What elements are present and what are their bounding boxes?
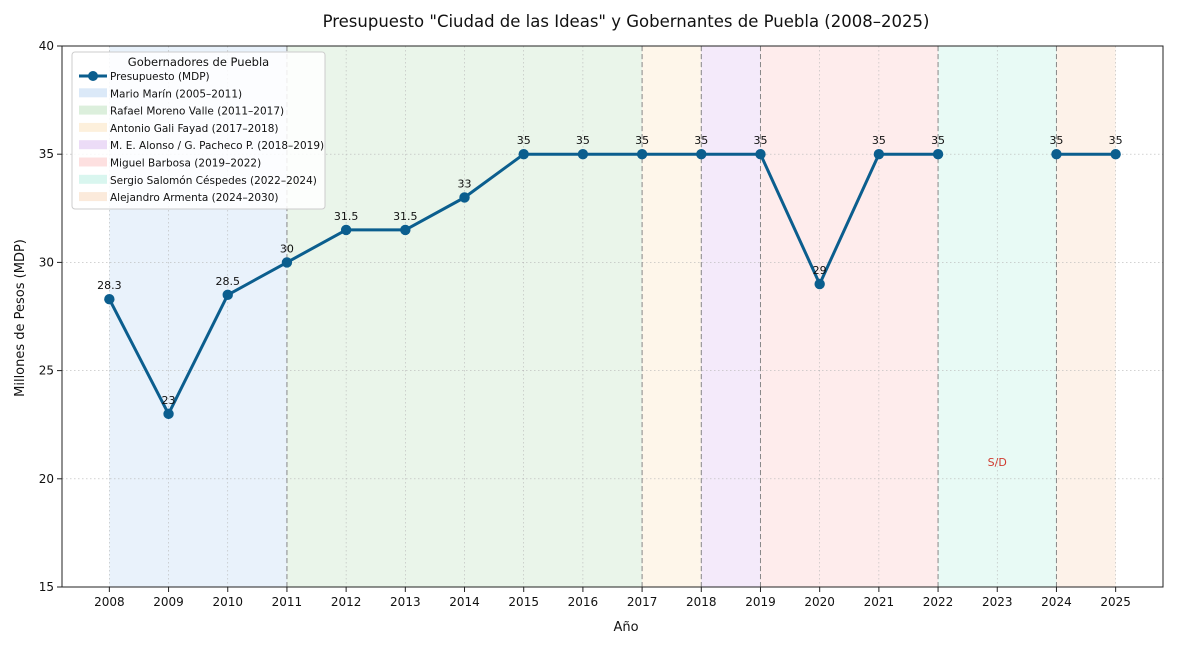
- governor-bands: [109, 46, 1116, 587]
- data-label: 29: [813, 264, 827, 277]
- data-point: [814, 278, 825, 290]
- data-point: [873, 149, 885, 160]
- data-label: 35: [753, 134, 767, 147]
- x-axis-ticks: 2008 2009 2010 2011 2012 2013 2014 2015 2016 2017…: [94, 587, 1131, 609]
- x-tick-label: 2025: [1100, 595, 1131, 609]
- legend-swatch: [79, 122, 107, 132]
- legend-entry-governor-3: Antonio Gali Fayad (2017–2018): [110, 123, 279, 135]
- data-point: [1110, 149, 1121, 160]
- data-point: [636, 149, 648, 160]
- plot-frame: [61, 45, 1164, 588]
- governor-band-7: [1056, 46, 1116, 587]
- data-label: 35: [694, 134, 708, 147]
- legend-box: [71, 51, 326, 210]
- data-label: 35: [1049, 134, 1063, 147]
- data-point: [400, 224, 411, 236]
- legend-swatch: [79, 174, 107, 184]
- data-point: [1051, 149, 1062, 160]
- data-point: [340, 224, 352, 236]
- y-tick-label: 15: [39, 580, 54, 594]
- data-point: [163, 408, 174, 420]
- legend: Gobernadores de Puebla Presupuesto (MDP) M…: [71, 51, 326, 210]
- legend-swatch: [79, 88, 107, 98]
- y-axis-label: Millones de Pesos (MDP): [13, 239, 28, 397]
- data-label: 35: [931, 134, 945, 147]
- data-label: 31.5: [393, 210, 418, 223]
- data-label: 35: [517, 134, 531, 147]
- y-tick-label: 40: [39, 39, 54, 53]
- x-tick-label: 2018: [686, 595, 717, 609]
- x-tick-label: 2009: [153, 595, 184, 609]
- data-point: [459, 192, 470, 203]
- x-tick-label: 2008: [94, 595, 125, 609]
- data-label: 28.5: [215, 275, 240, 288]
- x-tick-label: 2014: [449, 595, 480, 609]
- data-label: 35: [635, 134, 649, 147]
- data-point: [577, 149, 589, 160]
- legend-entry-governor-2: Rafael Moreno Valle (2011–2017): [110, 106, 284, 118]
- series-layer: [104, 149, 1121, 420]
- x-tick-label: 2012: [331, 595, 362, 609]
- annotation-sd: S/D: [988, 456, 1007, 469]
- chart-title: Presupuesto "Ciudad de las Ideas" y Gobe…: [323, 12, 930, 31]
- data-label: 31.5: [334, 210, 359, 223]
- legend-entry-governor-7: Alejandro Armenta (2024–2030): [110, 192, 279, 204]
- data-point: [932, 149, 944, 160]
- x-tick-label: 2010: [212, 595, 243, 609]
- legend-swatch: [79, 157, 107, 167]
- data-point: [518, 149, 529, 160]
- x-tick-label: 2020: [804, 595, 835, 609]
- y-tick-label: 30: [39, 255, 54, 269]
- legend-swatch: [79, 140, 107, 150]
- governor-band-5: [760, 46, 939, 587]
- x-tick-label: 2022: [923, 595, 954, 609]
- x-tick-label: 2017: [627, 595, 658, 609]
- x-tick-label: 2019: [745, 595, 776, 609]
- data-label: 28.3: [97, 279, 122, 292]
- x-tick-label: 2015: [508, 595, 539, 609]
- data-point: [222, 289, 233, 301]
- data-label: 35: [872, 134, 886, 147]
- legend-entry-governor-4: M. E. Alonso / G. Pacheco P. (2018–2019): [110, 140, 324, 152]
- data-point: [104, 293, 115, 305]
- data-label: 30: [280, 242, 294, 255]
- legend-entry-governor-5: Miguel Barbosa (2019–2022): [110, 158, 261, 170]
- y-tick-label: 25: [39, 364, 54, 378]
- y-axis-ticks: 15 20 25 30 35 40: [39, 39, 62, 594]
- data-labels: 28.3 23 28.5 30 31.5 31.5 33 35 35 35 35 35 29 35 35 35…: [97, 134, 1123, 407]
- legend-swatch: [79, 105, 107, 115]
- legend-title: Gobernadores de Puebla: [128, 55, 269, 69]
- legend-marker: [88, 71, 98, 81]
- data-point: [281, 257, 293, 268]
- governor-band-3: [642, 46, 702, 587]
- data-label: 35: [1109, 134, 1123, 147]
- governor-band-2: [286, 46, 643, 587]
- legend-swatch: [79, 192, 107, 202]
- x-tick-label: 2023: [982, 595, 1013, 609]
- governor-band-6: [938, 46, 1057, 587]
- data-point: [696, 149, 707, 160]
- data-label: 33: [458, 177, 472, 190]
- y-tick-label: 35: [39, 147, 54, 161]
- governor-band-4: [701, 46, 761, 587]
- y-tick-label: 20: [39, 472, 54, 486]
- x-tick-label: 2011: [272, 595, 303, 609]
- x-tick-label: 2024: [1041, 595, 1072, 609]
- annotations: S/D: [988, 456, 1007, 469]
- x-axis-label: Año: [613, 620, 638, 635]
- data-label: 23: [162, 394, 176, 407]
- data-label: 35: [576, 134, 590, 147]
- x-tick-label: 2013: [390, 595, 421, 609]
- legend-entry-governor-6: Sergio Salomón Céspedes (2022–2024): [110, 175, 317, 187]
- x-tick-label: 2016: [568, 595, 599, 609]
- legend-entry-governor-1: Mario Marín (2005–2011): [110, 88, 242, 100]
- x-tick-label: 2021: [864, 595, 895, 609]
- legend-entry-series: Presupuesto (MDP): [110, 71, 210, 83]
- data-point: [755, 149, 766, 160]
